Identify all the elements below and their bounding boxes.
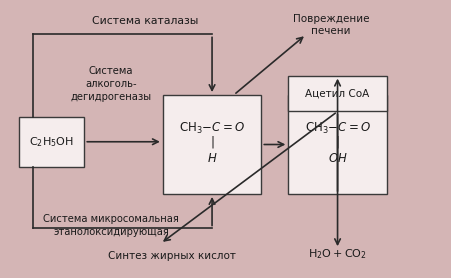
Text: Повреждение
печени: Повреждение печени — [293, 14, 369, 36]
Text: Система микросомальная
этанолоксидирующая: Система микросомальная этанолоксидирующа… — [43, 214, 179, 237]
Text: $\mathregular{H_2O + CO_2}$: $\mathregular{H_2O + CO_2}$ — [308, 248, 367, 262]
Text: Система
алкоголь-
дегидрогеназы: Система алкоголь- дегидрогеназы — [71, 66, 152, 102]
Text: $|$: $|$ — [210, 134, 214, 150]
Text: Ацетил CoA: Ацетил CoA — [305, 89, 370, 99]
FancyBboxPatch shape — [19, 117, 84, 167]
Text: $OH$: $OH$ — [328, 152, 347, 165]
Text: $\mathregular{CH_3}$$-$$C=O$: $\mathregular{CH_3}$$-$$C=O$ — [304, 120, 371, 136]
Text: Система каталазы: Система каталазы — [92, 16, 198, 26]
FancyBboxPatch shape — [288, 76, 387, 111]
FancyBboxPatch shape — [163, 95, 262, 194]
Text: $\mathregular{CH_3}$$-$$C=O$: $\mathregular{CH_3}$$-$$C=O$ — [179, 120, 245, 136]
Text: $|$: $|$ — [335, 134, 340, 150]
Text: $\mathregular{C_2H_5OH}$: $\mathregular{C_2H_5OH}$ — [29, 135, 74, 149]
Text: $H$: $H$ — [207, 152, 217, 165]
FancyBboxPatch shape — [288, 95, 387, 194]
Text: Синтез жирных кислот: Синтез жирных кислот — [108, 252, 236, 262]
